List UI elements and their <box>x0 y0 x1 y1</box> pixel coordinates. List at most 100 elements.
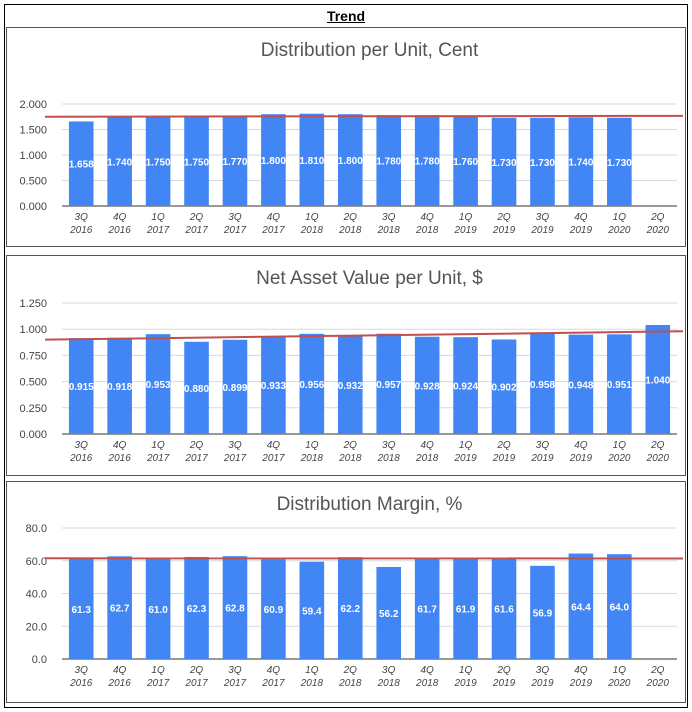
x-tick-label: 2Q <box>189 665 204 676</box>
x-tick-label: 4Q <box>267 212 281 223</box>
x-tick-label: 1Q <box>305 665 319 676</box>
x-tick-label: 1Q <box>151 665 165 676</box>
x-tick-label: 3Q <box>536 212 550 223</box>
x-tick-label: 2019 <box>453 225 477 236</box>
x-tick-label: 2018 <box>300 225 324 236</box>
x-tick-label: 2020 <box>607 225 631 236</box>
x-tick-label: 2019 <box>530 225 554 236</box>
x-tick-label: 2019 <box>453 678 477 689</box>
bar <box>491 558 517 659</box>
bar <box>607 334 632 434</box>
x-tick-label: 2017 <box>146 678 170 689</box>
x-tick-label: 2017 <box>261 453 285 464</box>
x-tick-label: 1Q <box>613 212 627 223</box>
data-label: 0.924 <box>453 382 478 393</box>
x-tick-label: 2019 <box>492 453 516 464</box>
data-label: 61.6 <box>494 605 514 616</box>
bar <box>414 115 440 206</box>
bar <box>68 558 94 659</box>
bar <box>337 114 363 206</box>
data-label: 0.958 <box>530 380 555 391</box>
y-tick-label: 0.0 <box>32 654 47 666</box>
bar <box>607 554 632 659</box>
bar <box>337 336 363 434</box>
x-tick-label: 2016 <box>108 453 132 464</box>
data-label: 61.0 <box>148 605 168 616</box>
x-tick-label: 2Q <box>650 665 665 676</box>
x-tick-label: 2017 <box>184 453 208 464</box>
x-tick-label: 1Q <box>459 440 473 451</box>
x-tick-label: 2017 <box>184 225 208 236</box>
data-label: 62.3 <box>187 604 207 615</box>
x-tick-label: 4Q <box>113 665 127 676</box>
bar <box>337 557 363 659</box>
chart-distribution-per-unit: Distribution per Unit, Cent 0.000 0.500 1.0… <box>19 40 684 236</box>
x-tick-label: 1Q <box>151 212 165 223</box>
page-title: Trend <box>326 8 366 24</box>
outer-frame <box>4 4 688 708</box>
x-tick-label: 1Q <box>459 212 473 223</box>
chart-title: Distribution per Unit, Cent <box>261 40 479 61</box>
x-tick-label: 2017 <box>261 225 285 236</box>
y-tick-label: 0.500 <box>19 176 47 188</box>
x-tick-label: 2018 <box>415 225 439 236</box>
bar <box>261 559 286 659</box>
y-tick-label: 80.0 <box>26 523 47 535</box>
data-label: 62.2 <box>341 604 361 615</box>
x-tick-label: 1Q <box>613 440 627 451</box>
y-tick-label: 1.000 <box>19 324 47 336</box>
chart-distribution-margin: Distribution Margin, % 0.0 20.0 40.0 60.0 80.… <box>26 494 684 689</box>
x-tick-label: 4Q <box>267 665 281 676</box>
x-tick-label: 2018 <box>300 678 324 689</box>
x-tick-label: 4Q <box>420 440 434 451</box>
data-label: 1.730 <box>530 158 555 169</box>
bar <box>568 553 594 659</box>
data-label: 0.957 <box>376 380 401 391</box>
data-label: 0.880 <box>184 384 209 395</box>
bar <box>530 333 555 434</box>
x-tick-label: 2020 <box>646 453 670 464</box>
data-label: 1.730 <box>607 158 632 169</box>
bar <box>145 559 171 659</box>
data-label: 61.3 <box>71 605 91 616</box>
x-tick-label: 2019 <box>453 453 477 464</box>
bar <box>68 121 94 206</box>
data-label: 0.902 <box>492 383 517 394</box>
data-label: 0.928 <box>415 381 440 392</box>
chart-title: Net Asset Value per Unit, $ <box>256 268 483 289</box>
data-label: 1.740 <box>568 158 593 169</box>
y-tick-label: 0.250 <box>19 403 47 415</box>
y-tick-label: 1.500 <box>19 125 47 137</box>
x-tick-label: 2Q <box>343 665 358 676</box>
x-tick-label: 2Q <box>343 440 358 451</box>
x-tick-label: 4Q <box>267 440 281 451</box>
bar <box>607 117 632 206</box>
data-label: 56.9 <box>533 608 553 619</box>
data-label: 61.9 <box>456 604 476 615</box>
x-tick-label: 2020 <box>607 678 631 689</box>
x-tick-label: 1Q <box>305 440 319 451</box>
x-tick-label: 2016 <box>108 678 132 689</box>
bar <box>184 341 209 434</box>
data-label: 1.040 <box>645 376 670 387</box>
data-label: 0.918 <box>107 382 132 393</box>
x-tick-label: 1Q <box>613 665 627 676</box>
x-tick-label: 2Q <box>496 440 511 451</box>
x-tick-label: 2017 <box>146 453 170 464</box>
data-label: 1.780 <box>376 157 401 168</box>
x-tick-label: 2017 <box>184 678 208 689</box>
x-tick-label: 2019 <box>569 225 593 236</box>
bar <box>184 556 209 659</box>
x-tick-label: 2017 <box>223 453 247 464</box>
bar <box>107 117 132 206</box>
y-tick-label: 0.500 <box>19 377 47 389</box>
data-label: 1.750 <box>184 157 209 168</box>
x-tick-label: 2019 <box>569 678 593 689</box>
bar <box>222 115 248 206</box>
chart-title: Distribution Margin, % <box>277 494 463 515</box>
x-tick-label: 1Q <box>305 212 319 223</box>
x-tick-label: 3Q <box>382 212 396 223</box>
data-label: 1.770 <box>222 157 247 168</box>
bar <box>376 566 402 659</box>
data-label: 1.780 <box>415 157 440 168</box>
